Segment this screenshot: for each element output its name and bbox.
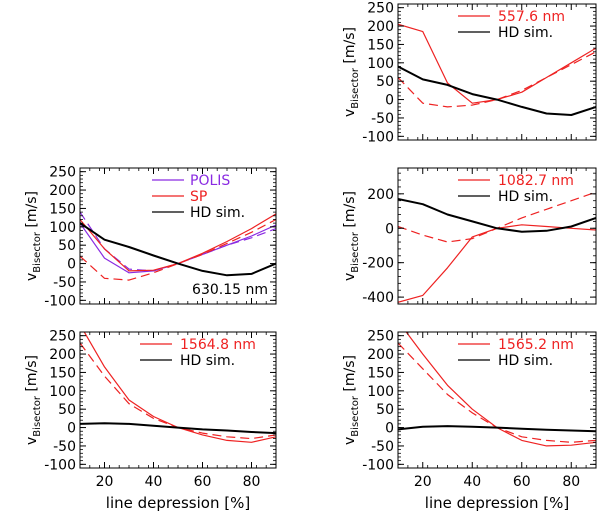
legend-line-label: 1082.7 nm xyxy=(498,173,574,189)
series-line-sp-dashed xyxy=(80,218,276,281)
series-group xyxy=(398,191,596,303)
y-axis-label: vBisector [m/s] xyxy=(342,27,361,117)
y-tick-label: -100 xyxy=(362,457,394,473)
legend-line-label: 557.6 nm xyxy=(498,9,565,25)
series-line-hd-sim- xyxy=(398,425,596,433)
series-line-sp-dashed xyxy=(398,51,596,108)
x-tick-label: 80 xyxy=(243,474,261,490)
y-tick-label: 0 xyxy=(67,257,76,273)
y-tick-label: 150 xyxy=(367,365,394,381)
series-line-sp-solid xyxy=(80,213,276,272)
y-tick-label: -50 xyxy=(371,439,394,455)
x-tick-label: 20 xyxy=(414,474,432,490)
y-axis-label: vBisector [m/s] xyxy=(342,355,361,445)
y-tick-label: 0 xyxy=(385,93,394,109)
x-tick-label: 40 xyxy=(463,474,481,490)
legend-hd-label: HD sim. xyxy=(498,353,553,369)
y-tick-label: -50 xyxy=(53,275,76,291)
plot-frame xyxy=(397,3,597,141)
x-tick-label: 60 xyxy=(513,474,531,490)
y-tick-label: 100 xyxy=(367,56,394,72)
y-tick-label: 50 xyxy=(58,238,76,254)
y-tick-label: 250 xyxy=(49,165,76,181)
y-tick-label: 200 xyxy=(367,19,394,35)
y-tick-label: 250 xyxy=(367,1,394,17)
series-line-hd-sim- xyxy=(398,198,596,233)
legend-hd-label: HD sim. xyxy=(180,353,235,369)
y-tick-label: 0 xyxy=(385,221,394,237)
y-tick-label: 50 xyxy=(58,402,76,418)
y-tick-label: 0 xyxy=(385,421,394,437)
y-tick-label: 0 xyxy=(67,421,76,437)
y-tick-label: 200 xyxy=(49,347,76,363)
y-tick-label: -100 xyxy=(44,293,76,309)
x-tick-label: 60 xyxy=(194,474,212,490)
y-tick-label: -400 xyxy=(362,290,394,306)
y-tick-label: -50 xyxy=(371,111,394,127)
y-tick-label: 250 xyxy=(49,329,76,345)
panel-p63015: -100 -50 0 50 100 150 200 250 vBisector [m/s] POL… xyxy=(24,165,277,309)
y-tick-label: 250 xyxy=(367,329,394,345)
y-axis-label: vBisector [m/s] xyxy=(24,191,43,281)
y-tick-label: 50 xyxy=(376,402,394,418)
series-line-hd-sim- xyxy=(80,222,276,277)
panel-p15648: -100 -50 0 50 100 150 200 250 20 40 60 80 vBisector … xyxy=(24,329,277,512)
x-tick-label: 80 xyxy=(562,474,580,490)
y-tick-label: 100 xyxy=(49,384,76,400)
series-line-hd-sim- xyxy=(398,65,596,116)
series-line-sp-dashed xyxy=(398,191,596,243)
legend-label: SP xyxy=(190,189,207,205)
y-tick-label: 200 xyxy=(367,187,394,203)
series-group xyxy=(398,332,596,447)
y-axis-label: vBisector [m/s] xyxy=(24,355,43,445)
y-axis-label: vBisector [m/s] xyxy=(342,191,361,281)
panel-p15652: -100 -50 0 50 100 150 200 250 20 40 60 80 vBisector … xyxy=(342,329,597,512)
x-axis-label: line depression [%] xyxy=(106,494,250,512)
series-line-sp-solid xyxy=(398,23,596,104)
y-tick-label: 200 xyxy=(367,347,394,363)
legend-hd-label: HD sim. xyxy=(498,25,553,41)
legend-line-label: 1565.2 nm xyxy=(498,337,574,353)
series-group xyxy=(80,332,276,443)
y-tick-label: 100 xyxy=(49,220,76,236)
legend-hd-label: HD sim. xyxy=(498,189,553,205)
y-tick-label: 150 xyxy=(49,201,76,217)
x-axis-label: line depression [%] xyxy=(425,494,569,512)
y-tick-label: -100 xyxy=(44,457,76,473)
y-tick-label: 200 xyxy=(49,183,76,199)
legend-line-label: 1564.8 nm xyxy=(180,337,256,353)
legend-label: POLIS xyxy=(190,173,230,189)
y-tick-label: -50 xyxy=(53,439,76,455)
y-tick-label: -100 xyxy=(362,129,394,145)
x-tick-label: 40 xyxy=(145,474,163,490)
y-tick-label: 150 xyxy=(49,365,76,381)
x-tick-label: 20 xyxy=(96,474,114,490)
y-tick-label: 150 xyxy=(367,37,394,53)
y-tick-label: 100 xyxy=(367,384,394,400)
series-group xyxy=(398,23,596,116)
y-tick-label: 50 xyxy=(376,74,394,90)
y-tick-label: -200 xyxy=(362,256,394,272)
series-line-hd-sim- xyxy=(80,422,276,435)
legend-label: HD sim. xyxy=(190,205,245,221)
panel-p5576: -100 -50 0 50 100 150 200 250 vBisector [m/s] 557… xyxy=(342,1,597,145)
series-group xyxy=(80,211,276,281)
panel-annotation: 630.15 nm xyxy=(192,282,268,298)
